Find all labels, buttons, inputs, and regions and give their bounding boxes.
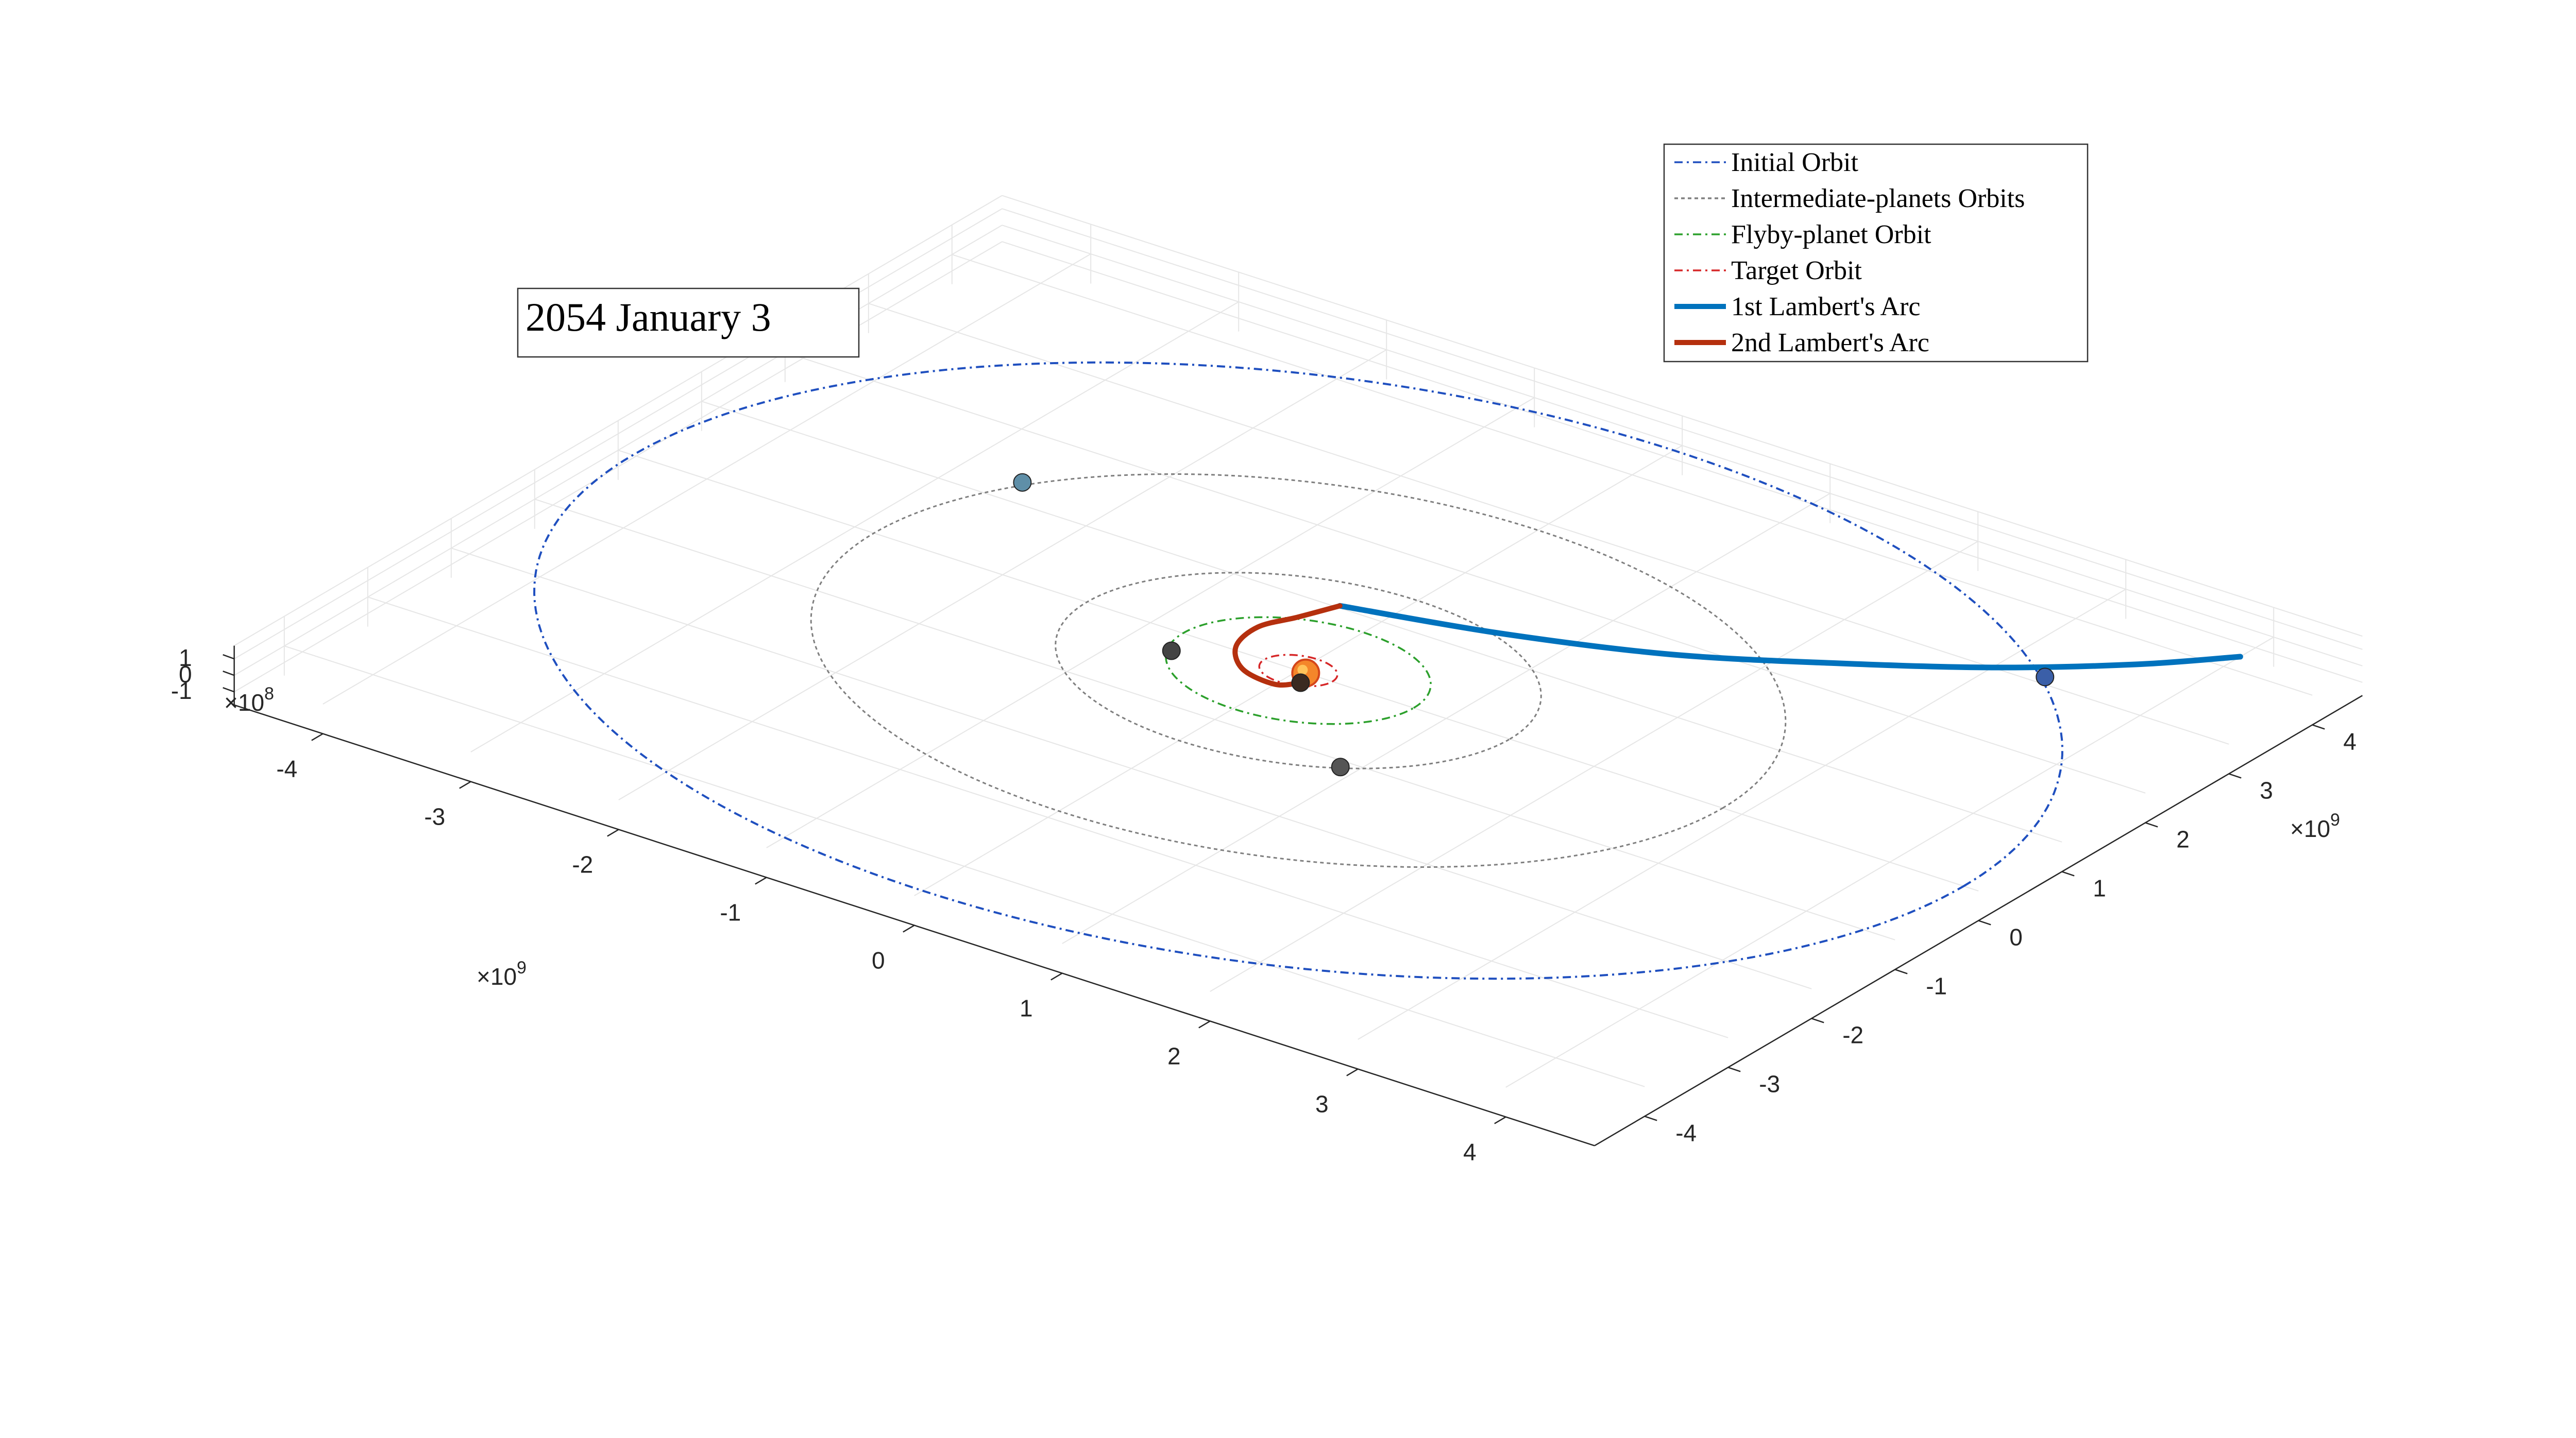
grid-line-y	[952, 254, 2313, 696]
legend: Initial Orbit Intermediate-planets Orbits…	[1663, 143, 2089, 363]
x-tick-mark	[1494, 1116, 1506, 1124]
grid-line-x	[1210, 541, 1978, 992]
y-tick-mark	[1978, 920, 1991, 926]
initial-orbit	[533, 361, 2063, 980]
grid-line-x	[1505, 637, 2274, 1088]
y-tick-label: 1	[2093, 875, 2106, 901]
grid-line-y	[868, 303, 2229, 745]
z-tick-mark	[223, 654, 235, 660]
planet-flyby-marker	[1162, 641, 1181, 660]
x-tick-label: 0	[872, 947, 885, 974]
x-tick-mark	[903, 925, 915, 933]
grid-line-y	[701, 401, 2062, 843]
flyby-orbit	[1165, 616, 1432, 725]
x-tick-mark	[1346, 1068, 1359, 1076]
y-tick-mark	[2312, 724, 2325, 730]
z-tick-label: 0	[179, 661, 192, 688]
intermediate-orbit	[810, 473, 1787, 868]
legend-label: Initial Orbit	[1731, 148, 1859, 177]
orbits	[533, 361, 2063, 980]
x-tick-label: -2	[572, 851, 593, 878]
y-axis	[1594, 695, 2363, 1146]
date-annotation: 2054 January 3	[517, 287, 860, 358]
sun-highlight	[1297, 664, 1308, 675]
y-tick-mark	[2228, 773, 2242, 779]
grid-line-x	[1062, 493, 1831, 944]
x-tick-mark	[1050, 972, 1063, 981]
planet-target-marker	[1291, 673, 1310, 692]
x-tick-mark	[1198, 1020, 1211, 1029]
lambert-arc-1	[1337, 603, 2243, 671]
y-tick-mark	[1811, 1018, 1824, 1023]
y-tick-label: 3	[2260, 777, 2273, 803]
x-tick-mark	[459, 781, 471, 789]
y-tick-mark	[1727, 1067, 1741, 1072]
grid-lines	[234, 195, 2363, 1088]
y-tick-label: -4	[1675, 1119, 1697, 1146]
x-tick-label: -3	[424, 803, 445, 830]
legend-label: Intermediate-planets Orbits	[1731, 184, 2025, 213]
y-tick-label: 4	[2343, 728, 2357, 755]
date-label: 2054 January 3	[526, 295, 771, 339]
x-tick-mark	[607, 829, 619, 837]
z-tick-mark	[223, 687, 235, 693]
grid-line-y	[785, 352, 2146, 794]
legend-label: Target Orbit	[1731, 256, 1862, 285]
z-tick-mark	[223, 671, 235, 676]
target-orbit	[1258, 654, 1338, 688]
planet-inner-intermediate-marker	[1331, 758, 1350, 777]
planet-outer-intermediate-marker	[1013, 473, 1032, 492]
x-tick-label: 2	[1167, 1043, 1181, 1070]
planet-initial-marker	[2036, 667, 2055, 687]
x-tick-mark	[755, 877, 767, 885]
axes	[223, 645, 2363, 1146]
y-tick-label: -1	[1926, 972, 1947, 999]
y-tick-mark	[2061, 871, 2075, 877]
y-tick-mark	[2145, 822, 2158, 828]
grid-line-wall	[234, 195, 1003, 646]
x-tick-label: -4	[276, 756, 297, 782]
y-tick-label: -2	[1842, 1021, 1863, 1048]
z-tick-label: 1	[179, 644, 192, 671]
z-tick-label: -1	[171, 677, 192, 704]
lambert-arcs	[1232, 603, 2243, 688]
y-tick-label: -3	[1759, 1070, 1780, 1097]
x-tick-mark	[311, 733, 324, 741]
legend-label: 2nd Lambert's Arc	[1731, 328, 1929, 357]
grid-line-x	[1358, 589, 2126, 1040]
y-tick-label: 2	[2176, 826, 2190, 852]
lambert-arc-2	[1232, 603, 1343, 688]
x-tick-label: 4	[1463, 1139, 1477, 1166]
legend-label: Flyby-planet Orbit	[1731, 220, 1931, 249]
x-tick-label: -1	[720, 899, 741, 926]
grid-line-wall	[1002, 195, 2363, 637]
y-tick-mark	[1894, 969, 1908, 974]
bodies	[1013, 473, 2055, 777]
legend-label: 1st Lambert's Arc	[1731, 292, 1921, 321]
intermediate-orbit	[1055, 572, 1542, 769]
y-tick-mark	[1644, 1116, 1657, 1121]
x-tick-label: 3	[1315, 1091, 1329, 1118]
x-tick-label: 1	[1020, 995, 1033, 1022]
y-tick-label: 0	[2009, 923, 2023, 950]
